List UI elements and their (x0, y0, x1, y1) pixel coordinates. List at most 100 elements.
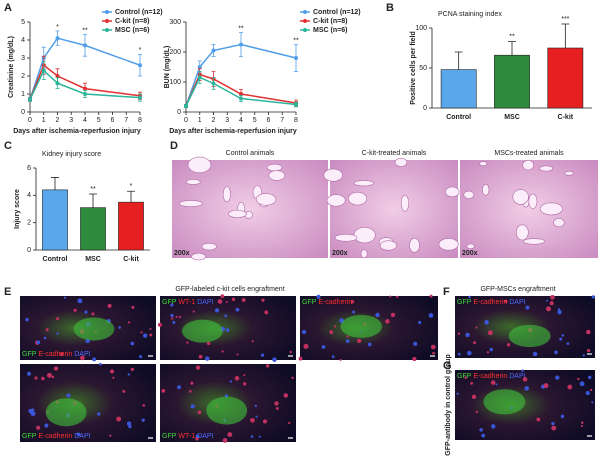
nucleus (161, 388, 166, 393)
stain-word: GFP (22, 351, 37, 358)
y-axis-label: Positive cells per field (410, 31, 417, 105)
legend-marker (105, 28, 109, 32)
y-tick-label: 2 (21, 73, 25, 80)
legend-marker (105, 19, 109, 23)
nucleus (524, 386, 530, 391)
y-tick-label: 4 (27, 192, 31, 199)
nucleus (456, 392, 459, 396)
y-axis-label: Creatinine (mg/dL) (8, 36, 15, 98)
nucleus (99, 362, 102, 366)
nucleus (581, 421, 584, 424)
nucleus (550, 294, 555, 300)
x-tick-label: Control (43, 256, 68, 263)
nucleus (84, 310, 88, 314)
gfp-cells (508, 324, 551, 348)
y-tick-label: 0 (21, 109, 25, 116)
legend-label: C-kit (n=8) (115, 18, 149, 25)
nucleus (43, 336, 47, 340)
data-point (211, 81, 216, 86)
nucleus (525, 305, 530, 310)
data-point (294, 56, 298, 60)
x-tick-label: 6 (111, 117, 115, 124)
bar (118, 201, 144, 251)
tissue (438, 238, 459, 251)
stain-word: WT-1 (178, 433, 195, 440)
nucleus (41, 376, 45, 381)
x-tick-label: 7 (280, 117, 284, 124)
stain-label: GFP E-cadherin DAPI (22, 433, 91, 440)
nucleus (385, 319, 390, 324)
nucleus (298, 356, 303, 361)
nucleus (142, 333, 148, 338)
chart-title: PCNA staining index (438, 11, 502, 18)
x-tick-label: 0 (28, 117, 32, 124)
x-tick-label: 4 (239, 117, 243, 124)
tissue (479, 161, 488, 167)
nucleus (465, 332, 470, 338)
nucleus (175, 315, 178, 318)
stain-word: DAPI (74, 351, 90, 358)
nucleus (34, 376, 38, 380)
nucleus (316, 294, 321, 299)
tissue (334, 233, 358, 242)
panel-label: A (4, 2, 12, 14)
tissue (178, 200, 203, 207)
panel-label: E (4, 286, 11, 298)
data-point (197, 65, 202, 69)
x-tick-label: 1 (42, 117, 46, 124)
tissue (353, 227, 376, 244)
nucleus (109, 369, 115, 374)
nucleus (487, 330, 493, 336)
nucleus (264, 310, 269, 315)
magnification: 200x (332, 250, 348, 257)
nucleus (471, 394, 477, 400)
tissue (482, 183, 490, 196)
nucleus (557, 308, 561, 311)
nucleus (44, 423, 49, 428)
nucleus (532, 351, 538, 357)
legend-marker (303, 19, 307, 23)
y-tick-label: 4 (21, 37, 25, 44)
bar (80, 207, 106, 251)
nucleus (139, 355, 143, 359)
nucleus (141, 418, 145, 422)
error-bar (89, 193, 97, 208)
tissue (379, 240, 397, 251)
nucleus (432, 351, 435, 355)
nucleus (389, 295, 392, 298)
legend-label: MSC (n=6) (115, 27, 149, 34)
nucleus (130, 341, 135, 346)
nucleus (339, 358, 342, 361)
nucleus (475, 326, 478, 329)
x-tick-label: MSC (504, 114, 520, 121)
error-bar (508, 41, 516, 56)
nucleus (367, 342, 372, 347)
y-axis-label: BUN (mg/dL) (164, 46, 171, 89)
nucleus (206, 341, 211, 346)
side-label: GFP-antibody in control group (445, 354, 452, 456)
micrograph (20, 364, 156, 442)
stain-label: GFP E-cadherin (302, 299, 352, 306)
gfp-cells (340, 314, 382, 338)
nucleus (234, 376, 240, 381)
stain-label: GFP WT-1 DAPI (162, 433, 214, 440)
tissue (564, 171, 574, 176)
significance: *** (561, 16, 569, 23)
tissue (326, 194, 346, 207)
nucleus (97, 412, 101, 416)
nucleus (92, 357, 97, 362)
nucleus (567, 384, 573, 390)
x-tick-label: 3 (69, 117, 73, 124)
nucleus (254, 404, 257, 407)
nucleus (265, 364, 270, 368)
stain-word: E-cadherin (38, 351, 72, 358)
nucleus (352, 310, 356, 314)
legend-label: Control (n=12) (115, 9, 163, 16)
x-tick-label: 6 (267, 117, 271, 124)
panel-label: G (443, 360, 452, 372)
chart-title: Kidney injury score (42, 151, 101, 158)
x-tick-label: MSC (85, 256, 101, 263)
nucleus (333, 325, 337, 328)
panel-caption: C-kit-treated animals (362, 150, 427, 157)
panel-caption: GFP-labeled c-kit cells engraftment (175, 286, 284, 293)
